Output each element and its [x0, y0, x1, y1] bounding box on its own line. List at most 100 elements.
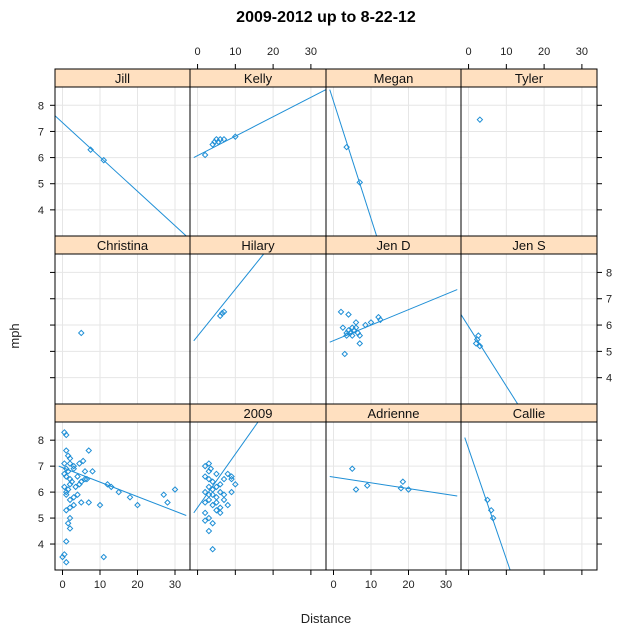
- data-point: [216, 481, 224, 488]
- panel-frame: [189, 253, 327, 405]
- panel-frame: [325, 421, 462, 571]
- data-point: [70, 501, 78, 509]
- strip-label: Tyler: [515, 71, 544, 86]
- data-point: [228, 473, 235, 480]
- data-point: [356, 179, 364, 186]
- data-point: [87, 146, 94, 154]
- data-point: [96, 501, 104, 509]
- data-point: [356, 332, 364, 339]
- data-point: [62, 538, 70, 545]
- data-point: [475, 332, 482, 339]
- regression-line: [55, 115, 187, 236]
- data-point: [201, 509, 209, 517]
- regression-line: [464, 437, 511, 570]
- panel-frame: [460, 253, 598, 405]
- strip-label: Christina: [97, 238, 149, 253]
- y-tick-label: 4: [606, 373, 612, 385]
- data-point: [220, 475, 228, 483]
- data-point: [367, 319, 375, 326]
- strip-label: Hilary: [241, 238, 275, 253]
- regression-line: [329, 289, 458, 343]
- panel-jen-d: Jen D: [325, 235, 462, 405]
- x-tick-label: 30: [440, 579, 452, 591]
- panel-hilary: Hilary: [189, 235, 327, 405]
- data-point: [100, 156, 108, 164]
- data-point: [209, 478, 216, 486]
- data-point: [209, 545, 216, 553]
- data-point: [62, 488, 70, 496]
- x-tick-label: 0: [194, 46, 200, 58]
- data-point: [85, 499, 93, 506]
- panel-frame: [460, 86, 598, 237]
- strip-label: Kelly: [244, 71, 273, 86]
- regression-line: [193, 89, 326, 159]
- data-point: [201, 473, 209, 480]
- plot-area: Jill Kelly Megan Tyler Christina Hilary Jen D J…: [38, 46, 612, 591]
- data-point: [104, 481, 111, 488]
- data-point: [61, 470, 68, 478]
- data-point: [62, 506, 70, 514]
- regression-line: [329, 89, 378, 236]
- panel-frame: [325, 86, 462, 237]
- data-point: [61, 460, 68, 467]
- data-point: [352, 486, 360, 493]
- x-tick-label: 10: [94, 579, 106, 591]
- data-point: [339, 324, 347, 331]
- data-point: [405, 486, 412, 493]
- data-point: [343, 143, 350, 151]
- panel-jill: Jill: [54, 68, 191, 237]
- data-point: [348, 465, 356, 473]
- data-point: [489, 514, 497, 522]
- data-point: [68, 478, 76, 486]
- data-point: [209, 491, 216, 499]
- y-tick-label: 8: [38, 100, 44, 112]
- data-point: [62, 465, 70, 473]
- panel-tyler: Tyler: [460, 68, 598, 237]
- panel-2009: [54, 403, 191, 571]
- data-point: [66, 514, 74, 522]
- y-tick-label: 6: [606, 320, 612, 332]
- data-point: [213, 506, 220, 514]
- x-axis-label: Distance: [301, 611, 352, 626]
- data-point: [352, 324, 360, 331]
- data-point: [107, 483, 115, 491]
- data-point: [218, 309, 226, 317]
- panel-callie: Callie: [460, 403, 598, 571]
- data-point: [171, 486, 179, 493]
- panel-adrienne: Adrienne: [325, 403, 462, 571]
- data-point: [205, 483, 213, 491]
- data-point: [484, 496, 491, 504]
- x-tick-label: 20: [538, 46, 550, 58]
- data-point: [100, 553, 108, 561]
- data-point: [337, 308, 345, 316]
- panel-megan: Megan: [325, 68, 462, 237]
- data-point: [77, 499, 85, 506]
- data-point: [66, 504, 74, 511]
- chart-title: 2009-2012 up to 8-22-12: [236, 9, 416, 26]
- data-point: [377, 316, 384, 324]
- x-tick-label: 0: [465, 46, 471, 58]
- panel-frame: [54, 86, 191, 237]
- strip-label: Jen D: [377, 238, 411, 253]
- data-point: [70, 493, 78, 501]
- y-tick-label: 5: [38, 179, 44, 191]
- regression-line: [193, 422, 259, 514]
- data-point: [77, 478, 85, 486]
- panel-kelly: Kelly: [189, 68, 327, 237]
- data-point: [224, 501, 232, 509]
- panel-frame: [325, 253, 462, 405]
- data-point: [213, 470, 220, 478]
- data-point: [70, 462, 78, 470]
- panel-strip: [54, 403, 191, 423]
- data-point: [399, 478, 407, 486]
- axes: 0 10 20 30 0 10 20 30 0 10 20 30 0 10 20 30 4 5 6 7 8 4 5 6 7 8 4 5…: [38, 46, 612, 591]
- data-point: [164, 499, 171, 506]
- data-point: [209, 519, 216, 527]
- data-point: [70, 465, 78, 473]
- data-point: [79, 457, 87, 465]
- data-point: [220, 135, 228, 143]
- data-point: [81, 475, 89, 483]
- data-point: [201, 151, 209, 159]
- x-tick-label: 10: [365, 579, 377, 591]
